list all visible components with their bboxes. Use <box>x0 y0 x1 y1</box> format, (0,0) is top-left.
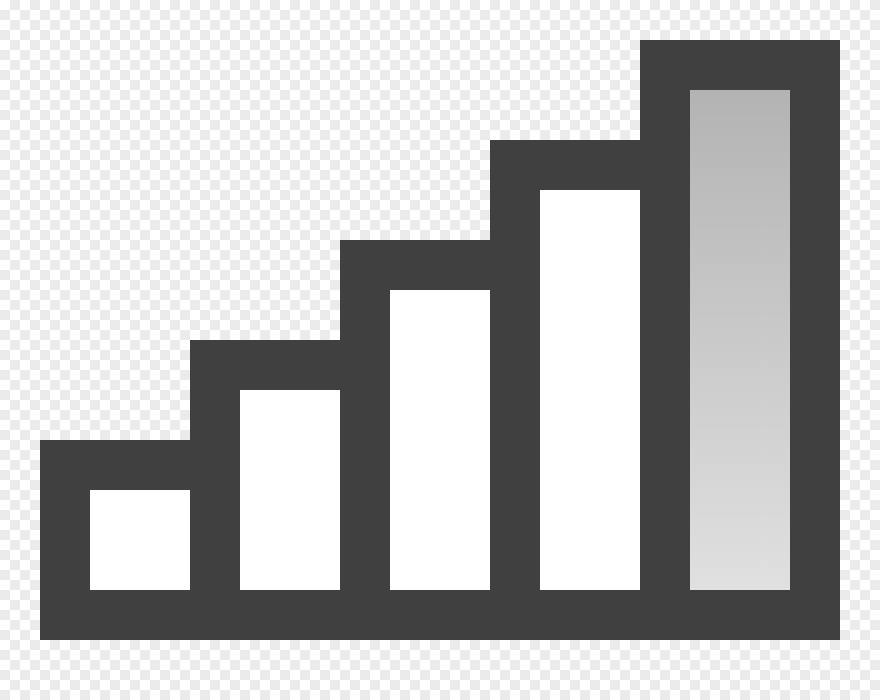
signal-bar-4 <box>540 190 640 590</box>
signal-bar-3 <box>390 290 490 590</box>
signal-bar-1 <box>90 490 190 590</box>
signal-bar-5 <box>690 90 790 590</box>
signal-bar-2 <box>240 390 340 590</box>
